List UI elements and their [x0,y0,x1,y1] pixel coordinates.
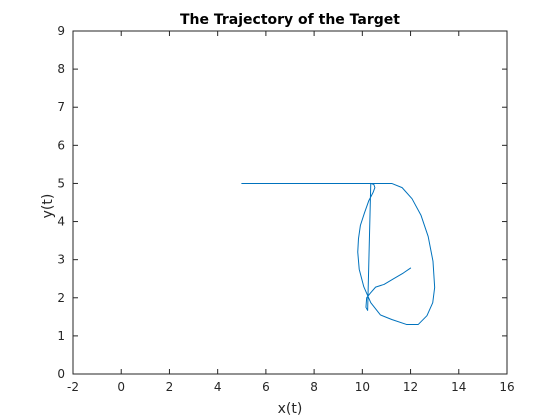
x-tick-label: 4 [214,380,222,394]
y-tick-label: 5 [57,176,65,190]
trajectory-series-line [241,182,436,325]
y-tick-label: 7 [57,100,65,114]
y-tick-label: 9 [57,24,65,38]
x-tick-label: 6 [262,380,270,394]
y-axis-label: y(t) [40,194,56,219]
y-tick-label: 4 [57,215,65,229]
y-tick-label: 3 [57,253,65,267]
x-tick-label: 16 [499,380,514,394]
x-tick-label: 12 [403,380,418,394]
axes-box [72,30,508,375]
y-tick-label: 8 [57,62,65,76]
x-tick-label: -2 [67,380,79,394]
x-tick-label: 0 [117,380,125,394]
x-tick-label: 2 [166,380,174,394]
plot-area [241,182,436,325]
axes [72,30,508,375]
y-tick-label: 0 [57,367,65,381]
y-tick-label: 2 [57,291,65,305]
y-tick-label: 6 [57,138,65,152]
chart-title: The Trajectory of the Target [180,12,400,28]
x-axis-label: x(t) [278,401,303,417]
x-tick-label: 10 [355,380,370,394]
x-tick-label: 8 [310,380,318,394]
y-tick-label: 1 [57,329,65,343]
x-tick-label: 14 [451,380,466,394]
